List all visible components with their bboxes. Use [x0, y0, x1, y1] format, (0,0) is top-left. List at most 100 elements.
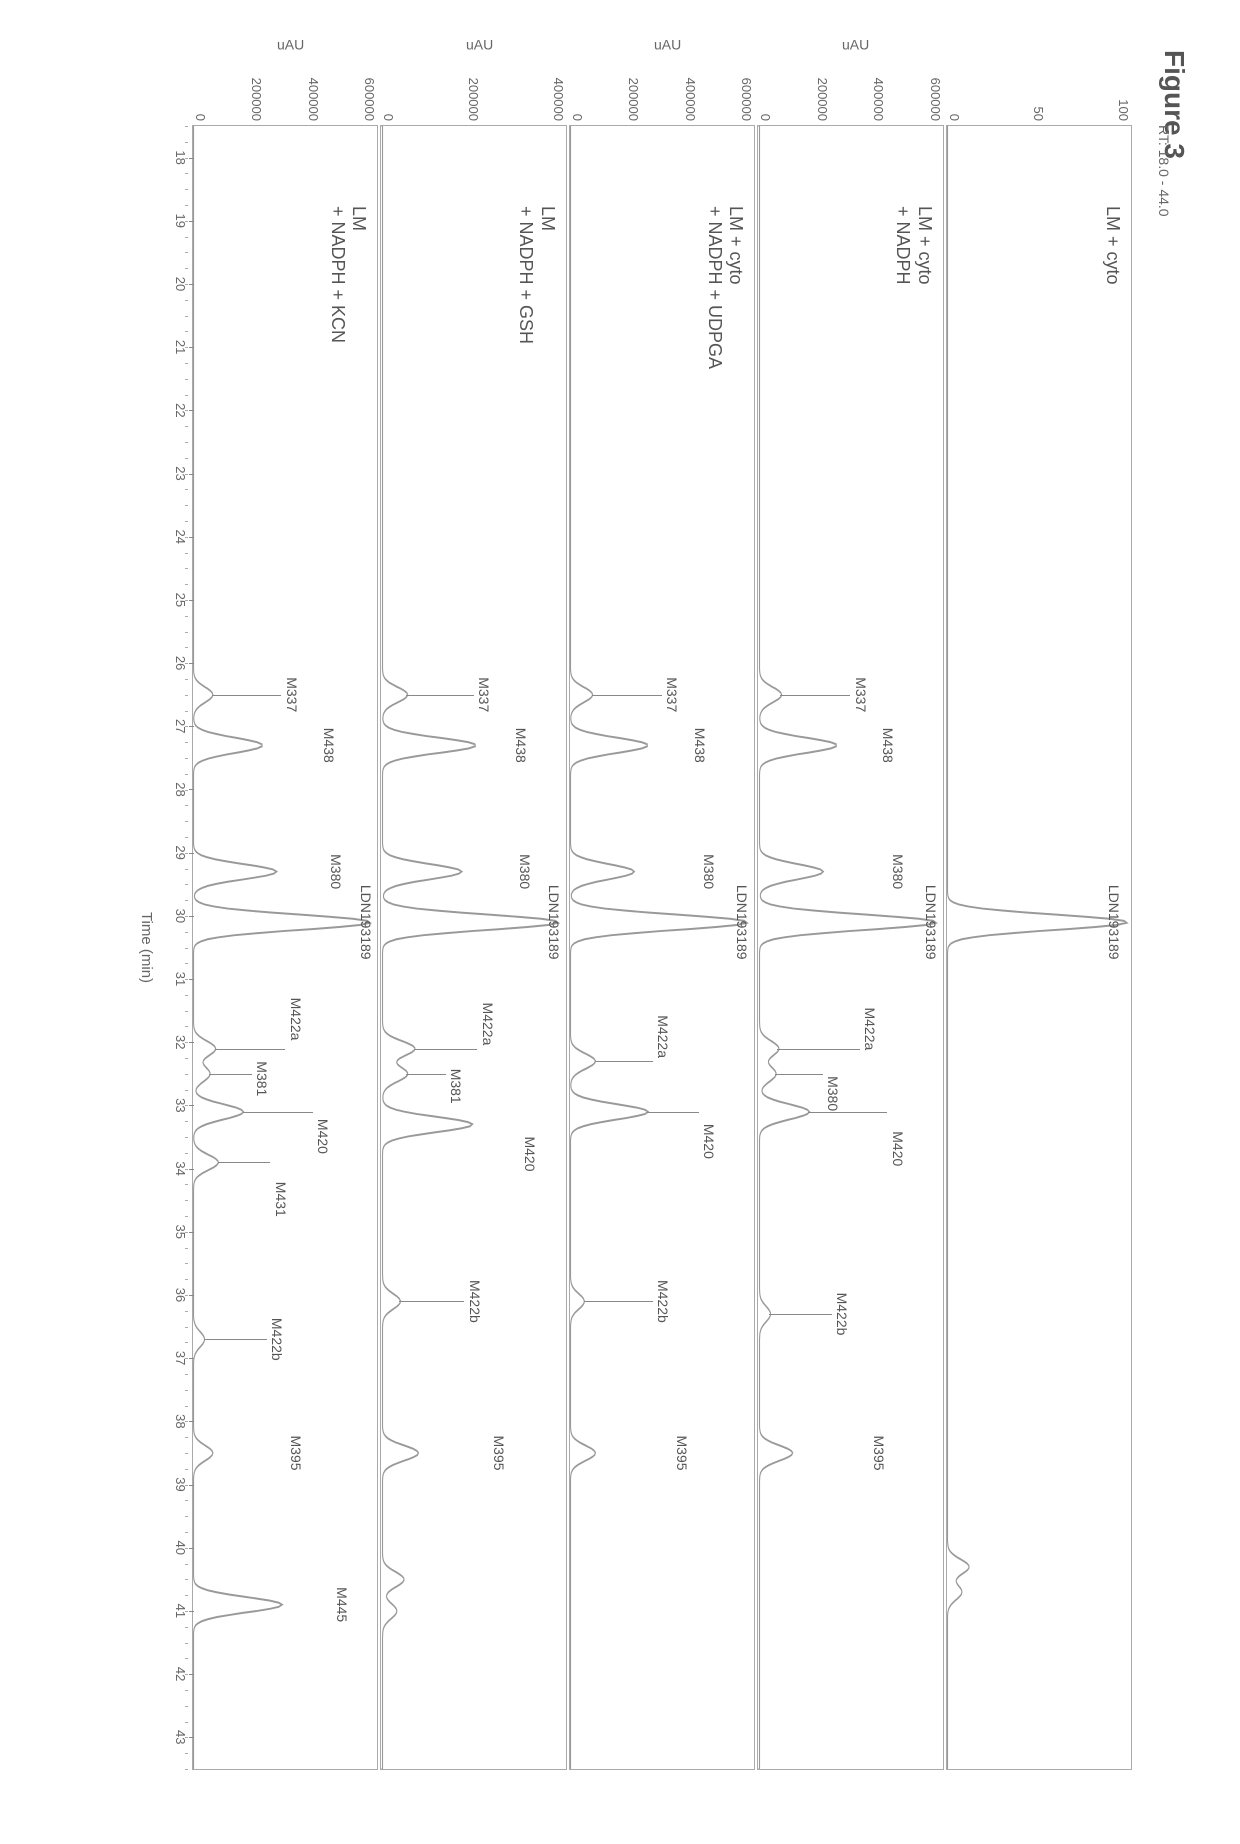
chromatogram-trace [758, 126, 942, 1769]
peak-label: M422b [269, 1318, 285, 1361]
panel-condition-label: LM + cyto [1101, 206, 1123, 285]
chromatogram-panel: 4000002000000uAULM+ NADPH + GSHM337M438M… [380, 125, 566, 1770]
y-tick-label: 400000 [871, 78, 886, 121]
leader-line [780, 695, 850, 696]
y-tick-label: 600000 [362, 78, 377, 121]
peak-label: M381 [254, 1061, 270, 1096]
peak-label: M431 [273, 1182, 289, 1217]
leader-line [769, 1314, 832, 1315]
y-tick-label: 0 [570, 114, 585, 121]
chart-container: Figure 3 RT: 18.0 - 44.0 100500LM + cyto… [0, 380, 1240, 1440]
y-axis: 600000 400000 200000 0 [570, 56, 754, 121]
peak-label: M380 [890, 854, 906, 889]
leader-line [212, 695, 281, 696]
peak-label: M438 [692, 728, 708, 763]
leader-line [584, 1301, 653, 1302]
peak-label: M422b [655, 1280, 671, 1323]
peak-label: LDN193189 [735, 885, 751, 960]
peak-label: M395 [871, 1436, 887, 1471]
leader-line [406, 1074, 445, 1075]
leader-line [243, 1112, 313, 1113]
peak-label: M337 [284, 677, 300, 712]
leader-line [215, 1049, 285, 1050]
leader-line [808, 1112, 888, 1113]
peak-label: M420 [522, 1136, 538, 1171]
leader-line [218, 1162, 271, 1163]
peak-label: M422a [655, 1015, 671, 1058]
peak-label: M445 [334, 1587, 350, 1622]
chromatogram-trace [947, 126, 1131, 1769]
y-tick-label: 100 [1116, 99, 1131, 121]
panel-condition-label: LM + cyto+ NADPH [891, 206, 934, 285]
y-axis-label: uAU [277, 37, 304, 53]
y-axis-label: uAU [842, 37, 869, 53]
panel-condition-label: LM+ NADPH + KCN [326, 206, 369, 343]
chromatogram-panel: 6000004000002000000uAULM + cyto+ NADPHM3… [757, 125, 943, 1770]
y-tick-label: 400000 [551, 78, 566, 121]
y-axis: 600000 400000 200000 0 [758, 56, 942, 121]
peak-label: M337 [853, 677, 869, 712]
panels-wrap: 100500LM + cytoLDN1931896000004000002000… [190, 125, 1132, 1770]
y-tick-label: 200000 [249, 78, 264, 121]
peak-label: M420 [701, 1124, 717, 1159]
peak-label: M380 [328, 854, 344, 889]
x-axis-label: Time (min) [138, 126, 155, 1769]
leader-line [204, 1339, 267, 1340]
peak-label: M422b [467, 1280, 483, 1323]
peak-label: M395 [674, 1436, 690, 1471]
leader-line [210, 1074, 252, 1075]
peak-label: M380 [701, 854, 717, 889]
panel-condition-label: LM+ NADPH + GSH [515, 206, 558, 344]
peak-label: LDN193189 [923, 885, 939, 960]
peak-label: M422a [288, 998, 304, 1041]
chromatogram-panel: 100500LM + cytoLDN193189 [946, 125, 1132, 1770]
y-tick-label: 400000 [683, 78, 698, 121]
rt-range-label: RT: 18.0 - 44.0 [1156, 125, 1172, 1770]
peak-label: M395 [288, 1436, 304, 1471]
y-tick-label: 0 [193, 114, 208, 121]
peak-label: M337 [664, 677, 680, 712]
chromatogram-panel: 6000004000002000000uAULM+ NADPH + KCNM33… [192, 125, 378, 1770]
leader-line [647, 1112, 699, 1113]
peak-label: M420 [315, 1119, 331, 1154]
y-tick-label: 200000 [815, 78, 830, 121]
y-tick-label: 200000 [626, 78, 641, 121]
leader-line [595, 1061, 653, 1062]
y-axis: 400000 200000 0 [381, 56, 565, 121]
peak-label: M422a [480, 1003, 496, 1046]
peak-label: M422a [862, 1007, 878, 1050]
peak-label: M380 [517, 854, 533, 889]
leader-line [592, 695, 662, 696]
minor-ticks [185, 126, 191, 1769]
chart-area: Figure 3 RT: 18.0 - 44.0 100500LM + cyto… [130, 50, 1190, 1770]
y-tick-label: 0 [758, 114, 773, 121]
peak-label: M422b [834, 1293, 850, 1336]
peak-label: LDN193189 [358, 885, 374, 960]
y-tick-label: 0 [947, 114, 962, 121]
leader-line [777, 1049, 859, 1050]
chromatogram-panel: 6000004000002000000uAULM + cyto+ NADPH +… [569, 125, 755, 1770]
y-tick-label: 400000 [306, 78, 321, 121]
y-tick-label: 0 [381, 114, 396, 121]
y-axis-label: uAU [654, 37, 681, 53]
chromatogram-trace [381, 126, 565, 1769]
peak-label: M420 [890, 1131, 906, 1166]
y-tick-label: 600000 [739, 78, 754, 121]
peak-label: LDN193189 [546, 885, 562, 960]
peak-label: M438 [513, 728, 529, 763]
peak-label: M438 [321, 728, 337, 763]
y-tick-label: 600000 [928, 78, 943, 121]
y-tick-label: 50 [1031, 107, 1046, 121]
peak-label: M438 [881, 728, 897, 763]
peak-label: M380 [825, 1076, 841, 1111]
y-tick-label: 200000 [466, 78, 481, 121]
peak-label: M381 [448, 1069, 464, 1104]
peak-label: M395 [491, 1436, 507, 1471]
chromatogram-trace [193, 126, 377, 1769]
panel-condition-label: LM + cyto+ NADPH + UDPGA [703, 206, 746, 369]
y-axis-label: uAU [466, 37, 493, 53]
leader-line [406, 695, 473, 696]
peak-label: LDN193189 [1106, 885, 1122, 960]
leader-line [399, 1301, 464, 1302]
leader-line [775, 1074, 823, 1075]
